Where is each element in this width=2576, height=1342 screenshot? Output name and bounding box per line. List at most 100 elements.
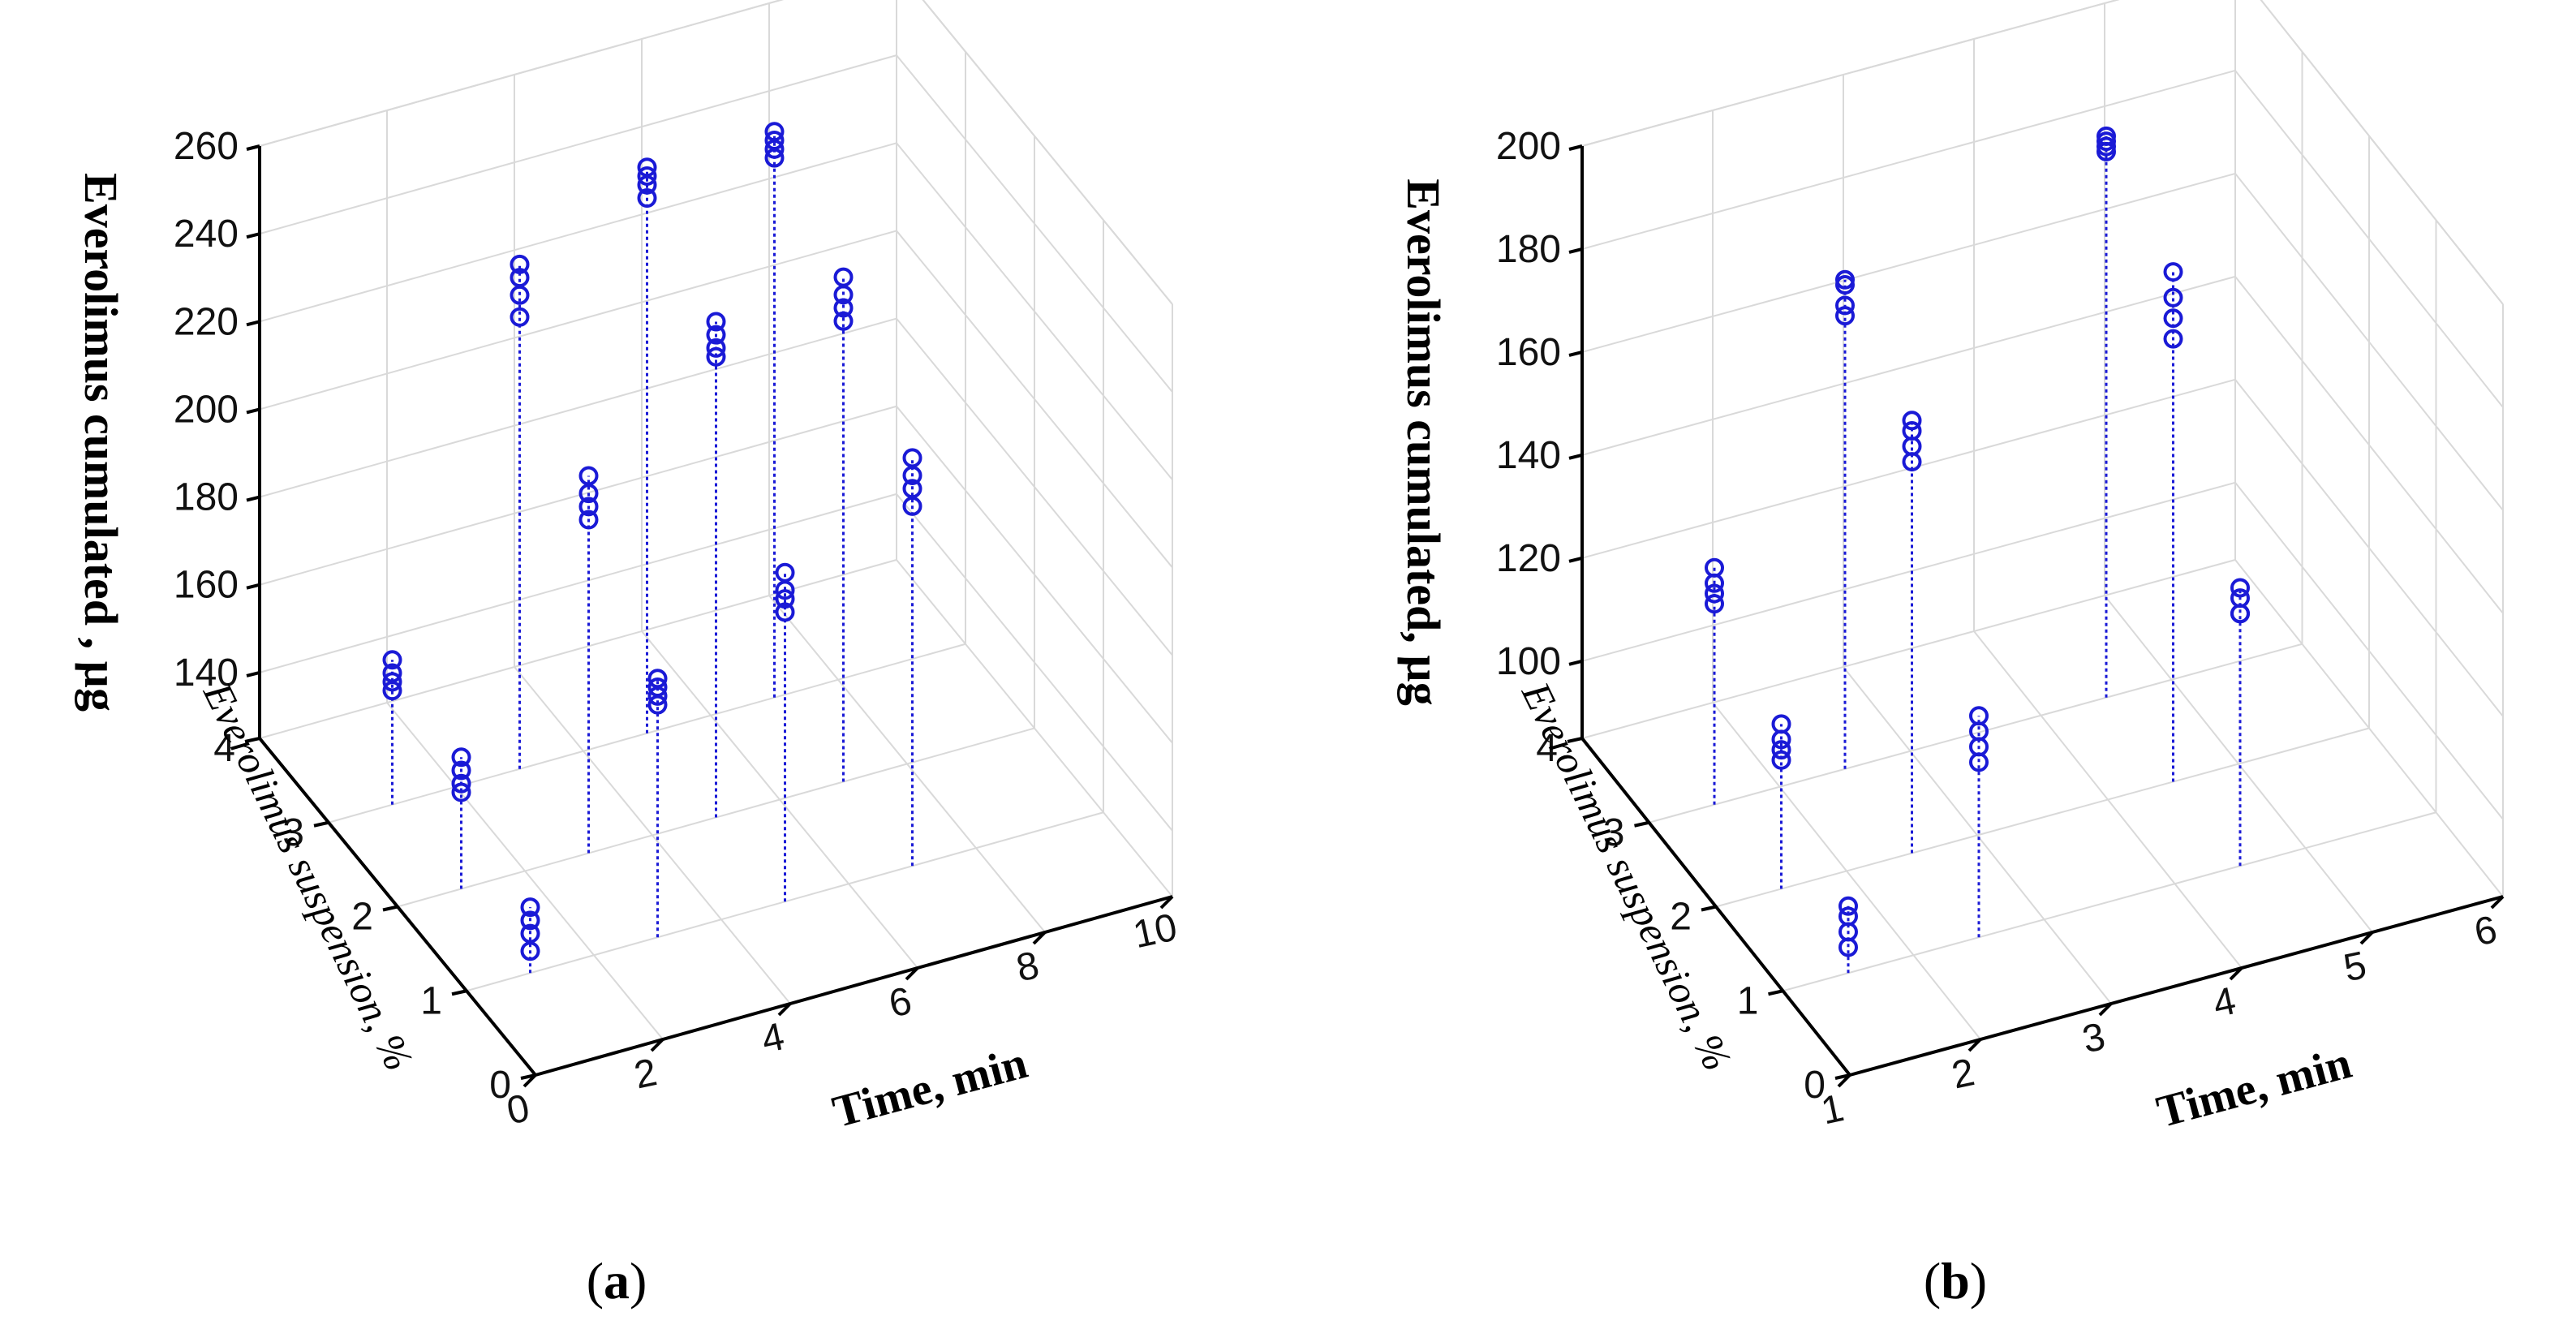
x-tick-mark [2098,1002,2113,1017]
data-point [2163,329,2183,349]
y-axis-title: Everolimus suspension, % [1513,674,1741,1077]
data-point [902,448,922,468]
y-tick-label: 4 [213,727,235,770]
z-tick-mark [1568,350,1583,357]
floor-grid-line [1649,643,2303,824]
data-point [578,510,599,530]
y-tick-mark [1768,989,1783,996]
data-series [382,122,922,974]
x-axis-line [1849,895,2504,1077]
data-point [451,782,471,802]
x-tick-mark [1159,895,1174,910]
z-tick-mark [246,583,260,590]
data-point [706,312,726,332]
y-tick-mark [1567,737,1583,743]
back-wall-grid-line [1581,0,2120,147]
right-wall-grid-line [896,54,1173,393]
data-point [1838,906,1858,927]
data-point [1835,306,1855,326]
data-point [451,773,471,794]
x-tick-mark [2229,966,2243,981]
data-point [2230,588,2250,609]
x-tick-mark [1032,931,1047,945]
data-point [578,497,599,517]
x-axis-title: Time, min [2152,1038,2356,1138]
y-tick-label: 3 [282,811,304,854]
y-tick-mark [1834,1073,1851,1080]
y-tick-label: 1 [1737,979,1759,1022]
z-tick-label: 140 [174,652,239,695]
z-tick-label: 180 [1496,228,1561,271]
back-wall-grid-line [1581,481,2236,662]
data-point [520,910,540,931]
right-wall-grid-line [2234,276,2504,614]
z-tick-label: 200 [174,388,239,431]
y-tick-mark [244,737,260,743]
x-tick-mark [2359,931,2374,945]
x-tick-label: 5 [2340,944,2370,990]
x-tick-label: 8 [1013,944,1043,990]
x-tick-label: 2 [1948,1051,1978,1097]
back-wall-grid-line [1581,0,2120,147]
z-tick-label: 100 [1496,640,1561,683]
data-point [382,672,402,692]
back-wall-grid-line [259,54,897,235]
right-wall-grid-line [2234,70,2504,408]
panel-b-label: (b) [1924,1252,1987,1310]
data-point [637,188,657,209]
x-tick-label: 10 [1129,905,1180,957]
data-series [1705,126,2250,974]
y-tick-label: 0 [1804,1064,1826,1107]
data-point [1705,557,1724,578]
data-point [451,747,471,768]
data-point [1902,420,1922,441]
z-axis-title: Everolimus cumulated, µg [1397,179,1450,705]
z-tick-mark [246,407,260,415]
x-tick-mark [905,966,919,981]
data-point [775,562,795,583]
x-tick-label: 6 [2471,908,2501,954]
y-tick-mark [1634,820,1649,828]
right-wall-grid-line [2234,173,2504,511]
floor-grid-line [259,559,897,739]
x-tick-mark [777,1002,792,1017]
z-axis-title: Everolimus cumulated , µg [75,173,127,712]
data-point [1902,437,1922,457]
data-point [1771,750,1791,770]
data-point [2230,578,2250,598]
right-wall-grid-line [896,142,1173,480]
data-point [2096,126,2116,146]
right-wall-grid-line [2260,0,2504,305]
panel-a-plot: 024681001234140160180200220240260Everoli… [75,0,1180,1138]
z-tick-mark [1568,659,1583,666]
panel-a-label: (a) [587,1252,647,1310]
data-point [2163,262,2183,282]
data-point [1969,706,1989,726]
z-tick-mark [1568,247,1583,254]
z-tick-label: 140 [1496,434,1561,477]
z-tick-mark [1568,453,1583,460]
back-wall-grid-line [259,317,897,498]
z-tick-mark [246,670,260,677]
back-wall-grid-line [259,0,784,147]
data-point [775,602,795,622]
data-point [637,166,657,187]
data-point [451,760,471,781]
data-point [833,267,854,287]
data-point [1705,583,1724,604]
data-point [382,650,402,670]
data-point [1835,295,1855,316]
x-tick-label: 4 [2209,979,2239,1026]
data-point [510,307,530,327]
z-tick-label: 240 [174,213,239,256]
back-wall-grid-line [259,230,897,411]
data-point [706,338,726,358]
back-wall-grid-line [259,492,897,673]
y-tick-label: 1 [420,979,442,1022]
y-tick-label: 2 [1670,896,1692,939]
right-wall-grid-line [922,0,1173,305]
grid-lines [1581,0,2504,1076]
floor-grid-line [1783,811,2436,992]
back-wall-grid-line [259,142,897,323]
data-point [833,311,854,331]
